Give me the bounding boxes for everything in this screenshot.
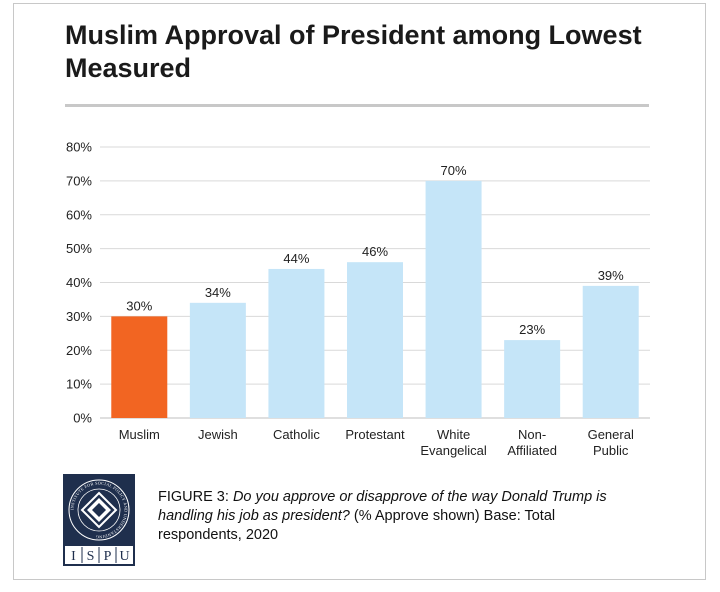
ispu-logo: INSTITUTE FOR SOCIAL POLICY AND UNDERSTA…: [63, 474, 135, 566]
y-axis-ticks: 0% 10% 20% 30% 40% 50% 60% 70% 80%: [66, 140, 92, 426]
x-tick-label: Muslim: [119, 427, 160, 442]
data-labels: 30% 34% 44% 46% 70% 23% 39%: [126, 163, 624, 337]
x-tick-label: Protestant: [345, 427, 405, 442]
y-tick-label: 10%: [66, 377, 92, 392]
logo-letter-p: P: [104, 549, 112, 564]
bar: [347, 262, 403, 418]
title-divider: [65, 104, 649, 107]
data-label: 39%: [598, 268, 624, 283]
y-tick-label: 40%: [66, 275, 92, 290]
x-tick-label: Jewish: [198, 427, 238, 442]
x-tick-label: Non-Affiliated: [507, 427, 557, 458]
x-tick-label: White Evangelical: [420, 427, 487, 458]
figure-label: FIGURE 3:: [158, 489, 229, 505]
bar: [425, 180, 482, 418]
data-label: 34%: [205, 285, 231, 300]
bar: [111, 316, 168, 418]
bar: [189, 302, 246, 418]
data-label: 44%: [283, 251, 309, 266]
y-tick-label: 80%: [66, 140, 92, 155]
bar: [582, 285, 639, 418]
logo-letter-i: I: [71, 549, 76, 564]
data-label: 70%: [441, 163, 467, 178]
x-tick-label: General Public: [588, 427, 634, 458]
y-tick-label: 30%: [66, 309, 92, 324]
y-tick-label: 20%: [66, 343, 92, 358]
logo-letter-u: U: [119, 549, 129, 564]
y-tick-label: 0%: [73, 411, 92, 426]
bar: [268, 268, 325, 418]
x-axis-labels: Muslim Jewish Catholic Protestant White Evang…: [119, 427, 634, 458]
survey-question: Do you approve or disapprove of the way …: [158, 489, 607, 524]
bars: [111, 180, 639, 418]
data-label: 23%: [519, 322, 545, 337]
y-tick-label: 50%: [66, 241, 92, 256]
chart-title: Muslim Approval of President among Lowes…: [65, 20, 642, 83]
figure-caption: FIGURE 3: Do you approve or disapprove o…: [158, 488, 628, 545]
logo-letter-s: S: [87, 549, 95, 564]
data-label: 46%: [362, 244, 388, 259]
y-tick-label: 70%: [66, 173, 92, 188]
data-label: 30%: [126, 298, 152, 313]
x-tick-label: Catholic: [273, 427, 320, 442]
bar: [504, 340, 561, 418]
y-tick-label: 60%: [66, 207, 92, 222]
bar-chart: 0% 10% 20% 30% 40% 50% 60% 70% 80% 30% 34% 44% 46% 7…: [66, 140, 650, 458]
caption-note: (% Approve shown) Base: Total respondent…: [158, 508, 556, 543]
